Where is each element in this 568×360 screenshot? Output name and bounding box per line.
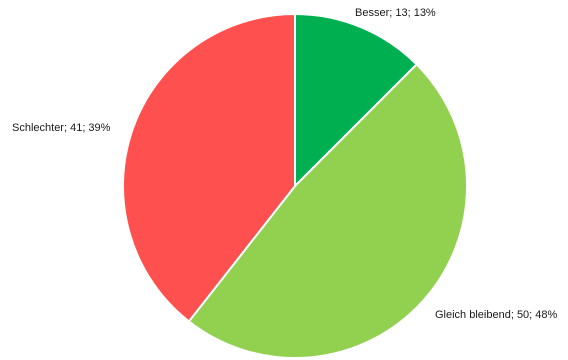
data-label-gleich-bleibend: Gleich bleibend; 50; 48% <box>435 309 558 321</box>
data-label-besser: Besser; 13; 13% <box>355 7 436 19</box>
data-label-schlechter: Schlechter; 41; 39% <box>12 122 111 134</box>
pie-slices <box>122 12 468 359</box>
pie-slice-gleich-bleibend <box>187 62 468 359</box>
pie-data-labels: Besser; 13; 13% Gleich bleibend; 50; 48% S… <box>12 7 558 321</box>
pie-slice-schlechter <box>122 12 296 323</box>
pie-slice-besser <box>294 12 419 189</box>
